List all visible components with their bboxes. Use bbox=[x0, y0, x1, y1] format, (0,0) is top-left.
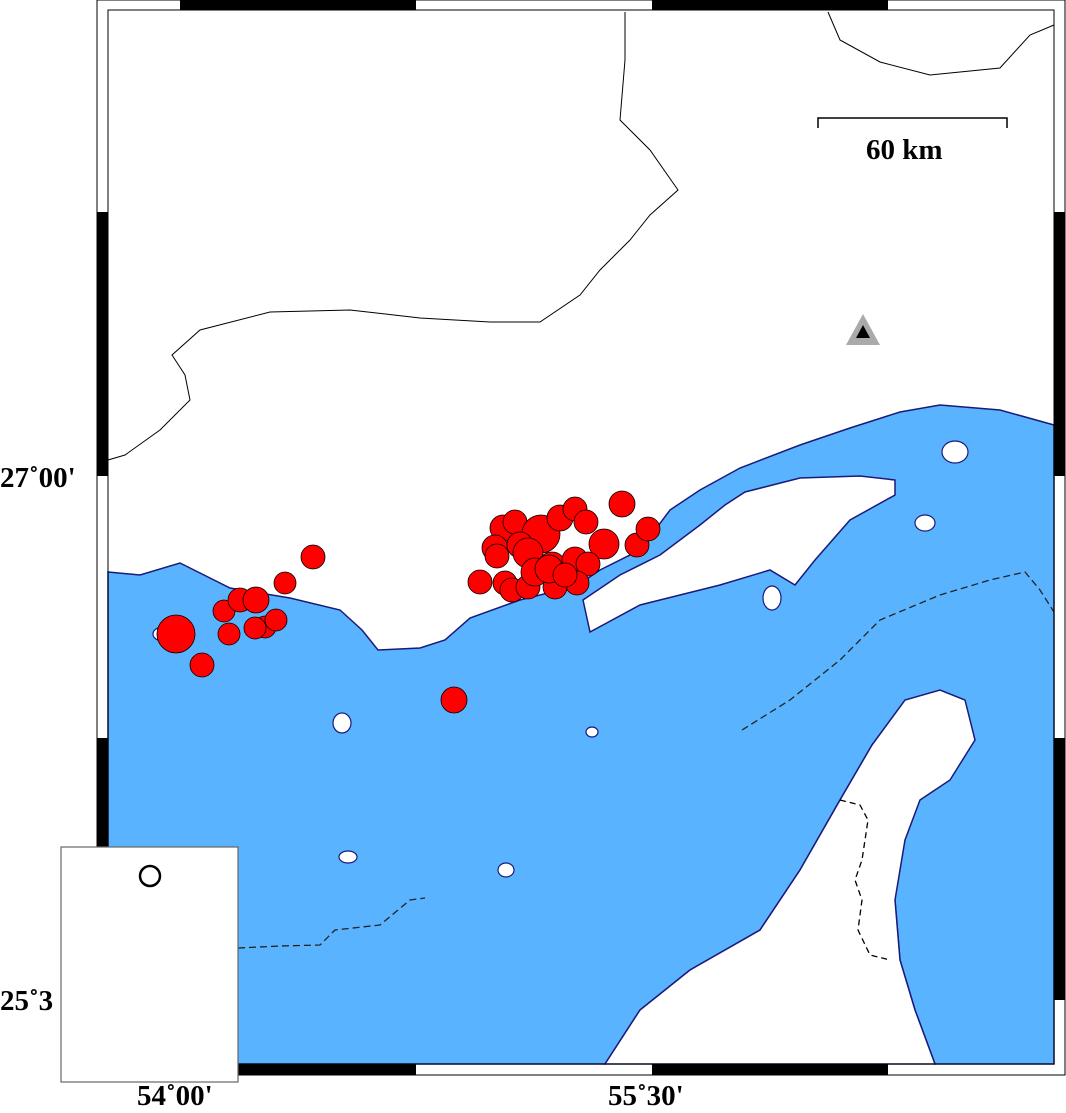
station-triangle-icon bbox=[846, 314, 880, 345]
earthquake-event-circle bbox=[635, 516, 661, 542]
frame-inner bbox=[107, 9, 1055, 1065]
earthquake-event-circle bbox=[273, 571, 297, 595]
earthquake-event-circle bbox=[573, 509, 599, 535]
island-qeshm bbox=[582, 475, 896, 634]
frame-tick-top bbox=[652, 0, 888, 10]
earthquake-event-circle bbox=[467, 569, 493, 595]
small-islands bbox=[152, 440, 969, 878]
inset-map bbox=[60, 846, 239, 1083]
earthquake-event-circle bbox=[440, 686, 468, 714]
frame-tick-bottom bbox=[652, 1064, 888, 1075]
earthquake-events bbox=[156, 490, 661, 714]
earthquake-event-circle bbox=[575, 551, 601, 577]
earthquake-event-circle bbox=[264, 608, 288, 632]
earthquake-event-circle bbox=[608, 490, 636, 518]
earthquake-event-circle bbox=[300, 544, 326, 570]
land-musandam bbox=[603, 689, 976, 1065]
frame-tick-bottom bbox=[180, 1064, 416, 1075]
earthquake-event-circle bbox=[243, 616, 267, 640]
border-line bbox=[107, 12, 679, 461]
frame-tick-right bbox=[1054, 212, 1065, 476]
earthquake-event-circle bbox=[552, 562, 578, 588]
frame-outer bbox=[96, 0, 1066, 1076]
lon-label-54: 54˚00' bbox=[137, 1080, 213, 1112]
scale-bar bbox=[817, 117, 1008, 128]
lat-label-27: 27˚00' bbox=[0, 462, 76, 494]
earthquake-event-circle bbox=[242, 586, 270, 614]
maritime-boundary bbox=[741, 571, 1055, 731]
earthquake-event-circle bbox=[156, 614, 196, 654]
earthquake-event-circle bbox=[189, 652, 215, 678]
lat-label-25-30: 25˚3 bbox=[0, 985, 54, 1017]
border-line bbox=[827, 11, 1055, 76]
earthquake-event-circle bbox=[217, 622, 241, 646]
inset-location-circle-icon bbox=[138, 864, 162, 888]
maritime-boundary bbox=[237, 897, 426, 949]
scale-bar-label: 60 km bbox=[866, 134, 943, 166]
earthquake-event-circle bbox=[588, 528, 620, 560]
frame-tick-left bbox=[97, 212, 108, 476]
lon-label-55-30: 55˚30' bbox=[608, 1080, 684, 1112]
frame-tick-right bbox=[1054, 738, 1065, 1000]
earthquake-event-circle bbox=[484, 543, 510, 569]
frame-tick-top bbox=[180, 0, 416, 10]
